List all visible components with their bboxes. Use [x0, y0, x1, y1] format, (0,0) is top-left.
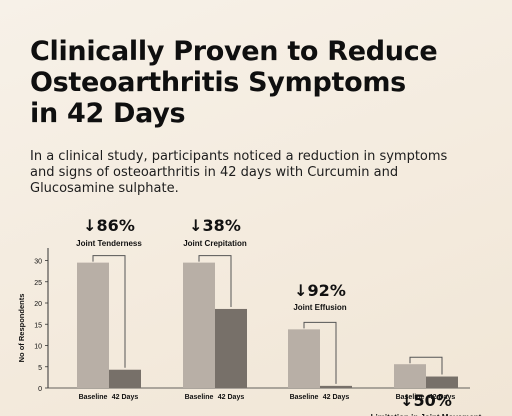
page-title: Clinically Proven to Reduce Osteoarthrit…: [30, 36, 500, 129]
x-label-baseline: Baseline: [79, 394, 108, 401]
reduction-percent: ↓50%: [400, 391, 452, 410]
group-label: Joint Effusion: [293, 303, 346, 312]
y-tick-label: 15: [34, 322, 42, 329]
y-tick-label: 0: [38, 386, 42, 393]
subtitle-line-3: Glucosamine sulphate.: [30, 181, 179, 196]
y-tick-label: 5: [38, 365, 42, 372]
y-tick-label: 20: [34, 301, 42, 308]
x-label-42-days: 42 Days: [429, 394, 456, 401]
subtitle-line-1: In a clinical study, participants notice…: [30, 149, 448, 164]
bar-42-days: [109, 369, 141, 388]
reduction-bracket: [303, 321, 337, 384]
x-label-42-days: 42 Days: [323, 394, 350, 401]
y-tick-label: 25: [34, 280, 42, 287]
group-label: Limitation in Joint Movement: [371, 413, 482, 416]
bar-42-days: [320, 385, 352, 388]
group-label: Joint Crepitation: [183, 239, 247, 248]
page-subtitle: In a clinical study, participants notice…: [30, 149, 500, 197]
bar-baseline: [183, 262, 215, 388]
y-tick-label: 10: [34, 344, 42, 351]
reduction-bracket: [92, 255, 126, 368]
reduction-bracket: [198, 255, 232, 307]
x-label-baseline: Baseline: [396, 394, 425, 401]
bar-baseline: [77, 262, 109, 388]
reduction-bracket: [409, 356, 443, 375]
group-label: Joint Tenderness: [76, 239, 142, 248]
bar-42-days: [215, 308, 247, 388]
reduction-percent: ↓38%: [189, 216, 241, 235]
x-label-baseline: Baseline: [290, 394, 319, 401]
title-line-1: Clinically Proven to Reduce: [30, 36, 438, 67]
reduction-percent: ↓92%: [294, 281, 346, 300]
x-label-42-days: 42 Days: [112, 394, 139, 401]
y-axis-title: No of Respondents: [17, 294, 26, 363]
title-line-3: in 42 Days: [30, 98, 186, 129]
bar-baseline: [394, 364, 426, 388]
title-line-2: Osteoarthritis Symptoms: [30, 67, 406, 98]
x-label-baseline: Baseline: [185, 394, 214, 401]
x-label-42-days: 42 Days: [218, 394, 245, 401]
subtitle-line-2: and signs of osteoarthritis in 42 days w…: [30, 165, 399, 180]
reduction-percent: ↓86%: [83, 216, 135, 235]
y-tick-label: 30: [34, 259, 42, 266]
bar-baseline: [288, 329, 320, 388]
bar-42-days: [426, 376, 458, 388]
